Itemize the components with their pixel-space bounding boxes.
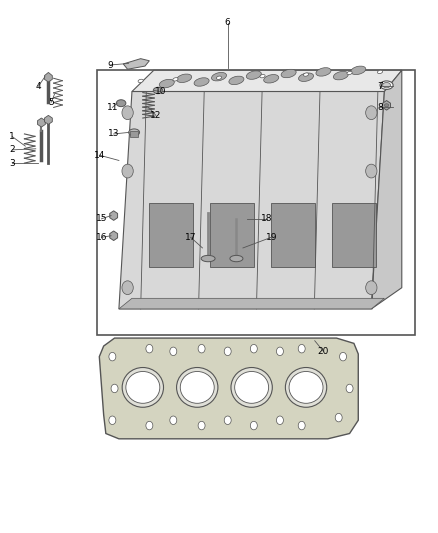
Ellipse shape [229,76,244,85]
Circle shape [146,344,153,353]
Circle shape [170,347,177,356]
Text: 20: 20 [318,347,329,356]
Text: 8: 8 [377,103,383,112]
Ellipse shape [304,73,309,76]
Ellipse shape [173,78,178,81]
Polygon shape [383,101,391,110]
Polygon shape [45,72,52,82]
Text: 2: 2 [10,146,15,155]
Bar [130,131,138,136]
Ellipse shape [180,372,214,403]
Polygon shape [371,70,402,309]
Ellipse shape [289,372,323,403]
Polygon shape [99,338,358,439]
Ellipse shape [299,73,314,82]
Ellipse shape [264,75,279,83]
Ellipse shape [383,83,391,88]
Polygon shape [38,118,46,127]
Polygon shape [45,115,52,124]
Ellipse shape [201,255,215,262]
Bar [210,203,254,266]
Text: 4: 4 [35,82,41,91]
Text: 11: 11 [106,103,118,112]
Ellipse shape [286,368,327,407]
Circle shape [111,384,118,393]
Ellipse shape [230,255,243,262]
Circle shape [146,421,153,430]
Ellipse shape [231,368,272,407]
Text: 17: 17 [185,233,197,242]
Ellipse shape [177,74,192,83]
Circle shape [251,421,257,430]
Text: 12: 12 [150,111,162,120]
Bar [149,203,193,266]
Ellipse shape [116,100,126,107]
Ellipse shape [347,71,352,75]
Circle shape [335,414,342,422]
Ellipse shape [177,368,218,407]
Ellipse shape [333,71,348,80]
Circle shape [298,421,305,430]
Circle shape [198,344,205,353]
Circle shape [298,344,305,353]
Ellipse shape [281,69,296,78]
Circle shape [109,416,116,424]
Circle shape [224,416,231,424]
Circle shape [339,352,346,361]
Ellipse shape [153,87,163,94]
Text: 9: 9 [107,61,113,69]
Bar [271,203,315,266]
Ellipse shape [212,72,226,81]
Text: 13: 13 [108,130,120,139]
Ellipse shape [126,372,160,403]
Ellipse shape [316,68,331,76]
Circle shape [224,347,231,356]
Polygon shape [119,298,385,309]
Text: 7: 7 [377,82,383,91]
Ellipse shape [216,76,222,79]
Circle shape [276,416,283,424]
Ellipse shape [129,129,140,136]
Text: 3: 3 [9,159,15,167]
Ellipse shape [260,75,265,78]
Circle shape [122,281,133,295]
Circle shape [366,281,377,295]
Text: 1: 1 [9,132,15,141]
Circle shape [366,164,377,178]
Ellipse shape [246,71,261,79]
Text: 14: 14 [94,151,105,160]
Text: 5: 5 [49,98,54,107]
Polygon shape [123,59,149,69]
Circle shape [276,347,283,356]
Ellipse shape [380,81,393,90]
Circle shape [366,106,377,119]
Polygon shape [110,231,117,240]
Ellipse shape [235,372,268,403]
Ellipse shape [122,368,163,407]
Polygon shape [132,70,402,92]
Circle shape [122,106,133,119]
Bar [332,203,376,266]
Polygon shape [119,92,385,309]
Ellipse shape [138,79,143,83]
Circle shape [251,344,257,353]
Text: 18: 18 [261,214,272,223]
Ellipse shape [194,78,209,86]
Text: 16: 16 [96,233,107,242]
Circle shape [346,384,353,393]
Text: 19: 19 [265,233,277,242]
Text: 15: 15 [96,214,107,223]
Circle shape [109,352,116,361]
Bar [97,70,415,335]
Ellipse shape [159,79,174,88]
Text: 10: 10 [155,87,166,96]
Circle shape [198,421,205,430]
Circle shape [170,416,177,424]
Circle shape [122,164,133,178]
Polygon shape [110,211,117,220]
Ellipse shape [385,104,389,107]
Ellipse shape [378,70,383,74]
Ellipse shape [351,66,366,75]
Text: 6: 6 [225,18,230,27]
